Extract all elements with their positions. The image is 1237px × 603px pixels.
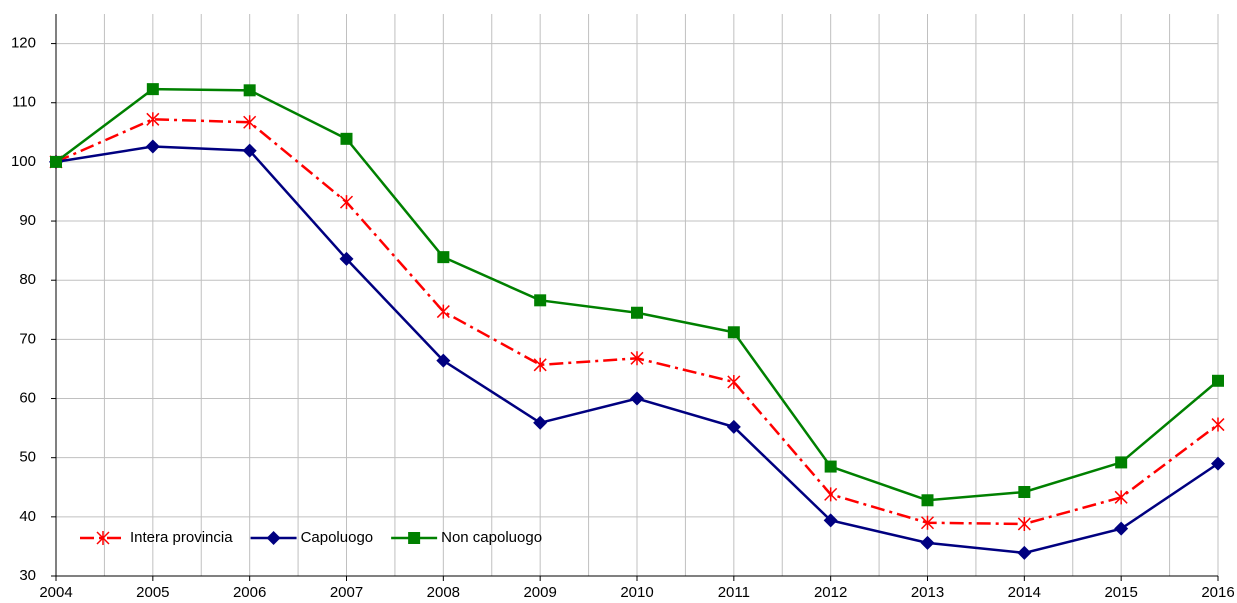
marker [436,304,450,319]
x-tick-label: 2008 [427,584,460,601]
marker [630,391,644,406]
marker [534,294,547,307]
marker [1115,456,1128,469]
y-tick-label: 120 [11,35,36,52]
y-tick-label: 60 [19,389,36,406]
marker [727,374,741,389]
marker [50,155,62,168]
y-tick-label: 50 [19,449,36,466]
marker [146,112,160,127]
marker [1211,417,1225,432]
y-tick-label: 70 [19,330,36,347]
y-tick-label: 40 [19,508,36,525]
y-tick-label: 110 [12,94,36,111]
x-tick-label: 2016 [1201,584,1234,601]
marker [824,487,838,502]
legend-label: Non capoluogo [441,529,542,546]
marker [339,195,354,210]
marker [146,83,159,96]
marker [243,84,256,97]
marker [533,415,548,430]
marker [96,531,110,545]
marker [145,139,160,154]
legend-label: Capoluogo [301,529,374,546]
marker [726,419,741,434]
marker [437,251,450,264]
marker [533,357,547,372]
marker [1212,374,1224,387]
marker [1018,485,1031,498]
marker [1114,521,1129,536]
marker [1017,545,1032,560]
marker [920,515,935,530]
marker [630,351,644,366]
y-tick-label: 30 [19,567,36,584]
marker [408,532,421,544]
marker [340,132,353,145]
marker [243,115,257,130]
marker [1211,456,1225,471]
x-tick-label: 2005 [136,584,169,601]
x-tick-label: 2004 [39,584,72,601]
x-tick-label: 2012 [814,584,847,601]
legend-label: Intera provincia [130,529,233,546]
marker [921,494,934,507]
marker [727,326,740,339]
marker [920,535,935,550]
x-tick-label: 2013 [911,584,944,601]
x-tick-label: 2007 [330,584,363,601]
x-tick-label: 2014 [1008,584,1041,601]
y-tick-label: 100 [11,153,36,170]
y-tick-label: 80 [19,271,36,288]
marker [631,306,643,319]
marker [824,460,837,473]
marker [266,531,281,545]
x-tick-label: 2010 [620,584,653,601]
marker [242,143,257,158]
marker [1017,516,1031,531]
marker [1114,490,1128,505]
x-tick-label: 2015 [1104,584,1137,601]
x-tick-label: 2011 [718,584,750,601]
x-tick-label: 2006 [233,584,266,601]
marker [436,353,451,368]
x-tick-label: 2009 [523,584,556,601]
y-tick-label: 90 [19,212,36,229]
marker [339,251,354,266]
marker [823,513,838,528]
